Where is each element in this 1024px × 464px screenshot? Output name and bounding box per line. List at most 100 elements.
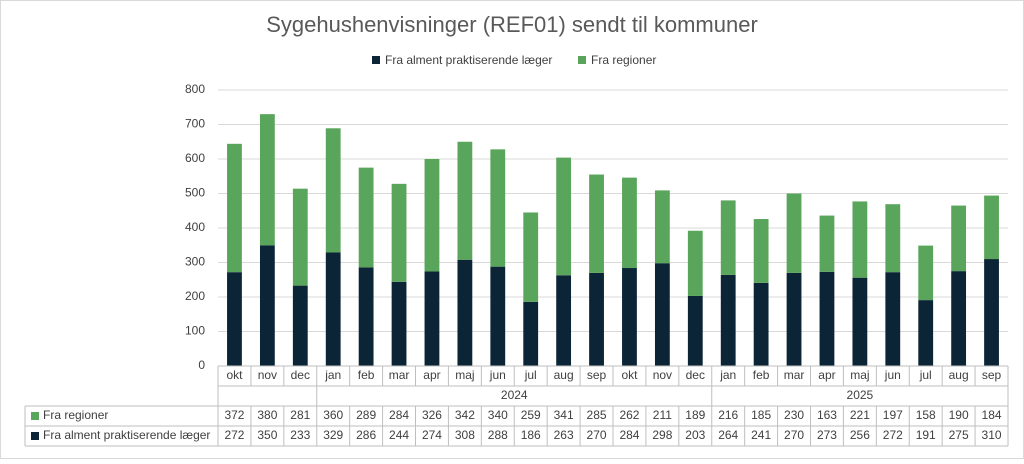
x-tick-label: dec	[686, 368, 705, 382]
x-tick-label: okt	[226, 368, 243, 382]
bar	[325, 252, 341, 366]
legend-swatch	[372, 56, 380, 64]
bar	[852, 201, 868, 278]
bar	[457, 259, 473, 366]
x-tick-label: apr	[423, 368, 440, 382]
table-value: 275	[949, 428, 969, 442]
table-value: 284	[389, 408, 409, 422]
bar	[984, 195, 999, 260]
table-value: 289	[356, 408, 376, 422]
bar	[786, 193, 802, 273]
x-tick-label: nov	[653, 368, 672, 382]
table-value: 360	[323, 408, 343, 422]
bar	[457, 141, 473, 260]
y-tick-label: 200	[185, 289, 205, 303]
bar	[951, 271, 967, 366]
table-value: 163	[817, 408, 837, 422]
table-value: 185	[751, 408, 771, 422]
bar	[391, 183, 407, 282]
x-tick-label: nov	[258, 368, 277, 382]
table-value: 272	[224, 428, 244, 442]
bar	[556, 275, 572, 366]
bar	[654, 190, 670, 264]
x-tick-label: feb	[358, 368, 375, 382]
bar	[687, 230, 703, 296]
table-value: 230	[784, 408, 804, 422]
x-tick-label: jul	[919, 368, 932, 382]
bar	[227, 272, 242, 366]
bar	[687, 295, 703, 366]
x-tick-label: jun	[489, 368, 506, 382]
bar	[720, 200, 736, 275]
bar	[259, 245, 275, 366]
x-tick-label: apr	[818, 368, 835, 382]
x-tick-label: sep	[587, 368, 607, 382]
table-value: 380	[257, 408, 277, 422]
x-tick-label: jan	[324, 368, 341, 382]
table-value: 190	[949, 408, 969, 422]
table-value: 284	[619, 428, 639, 442]
bar	[259, 114, 275, 246]
table-value: 288	[488, 428, 508, 442]
table-value: 233	[290, 428, 310, 442]
bar	[720, 274, 736, 366]
bar	[654, 263, 670, 366]
x-tick-label: maj	[455, 368, 474, 382]
table-value: 241	[751, 428, 771, 442]
bar	[622, 177, 637, 269]
table-value: 259	[521, 408, 541, 422]
bar	[424, 271, 440, 366]
bar	[358, 167, 374, 268]
bar	[918, 245, 934, 301]
bar	[753, 219, 769, 283]
bar	[885, 272, 901, 366]
bar	[556, 157, 572, 276]
table-value: 244	[389, 428, 409, 442]
table-value: 308	[455, 428, 475, 442]
bar	[325, 128, 341, 253]
bar	[951, 205, 967, 272]
legend-swatch	[31, 432, 39, 440]
group-label: 2025	[847, 388, 874, 402]
table-value: 273	[817, 428, 837, 442]
table-value: 191	[916, 428, 936, 442]
bar	[885, 204, 901, 273]
bar	[918, 300, 934, 366]
legend-label: Fra alment praktiserende læger	[385, 53, 552, 67]
x-tick-label: mar	[784, 368, 805, 382]
x-tick-label: jun	[884, 368, 901, 382]
legend-label: Fra regioner	[591, 53, 656, 67]
bar	[523, 301, 539, 366]
table-value: 184	[982, 408, 1002, 422]
bar	[589, 174, 604, 273]
y-tick-label: 400	[185, 220, 205, 234]
y-tick-label: 0	[198, 358, 205, 372]
table-value: 326	[422, 408, 442, 422]
table-value: 372	[224, 408, 244, 422]
legend-swatch	[31, 412, 39, 420]
table-value: 341	[554, 408, 574, 422]
table-row-label: Fra regioner	[43, 408, 108, 422]
table-value: 286	[356, 428, 376, 442]
bar	[819, 215, 835, 272]
table-value: 274	[422, 428, 442, 442]
bar	[292, 285, 308, 366]
table-value: 197	[883, 408, 903, 422]
bar	[358, 267, 374, 366]
table-value: 270	[587, 428, 607, 442]
chart-title: Sygehushenvisninger (REF01) sendt til ko…	[266, 12, 758, 37]
y-tick-label: 700	[185, 117, 205, 131]
table-value: 203	[685, 428, 705, 442]
bar	[292, 188, 308, 286]
bar	[753, 282, 769, 366]
bar	[424, 159, 440, 272]
table-value: 189	[685, 408, 705, 422]
table-value: 158	[916, 408, 936, 422]
bar	[852, 277, 868, 366]
bar	[589, 272, 604, 366]
x-tick-label: aug	[949, 368, 969, 382]
table-value: 340	[488, 408, 508, 422]
bar	[523, 212, 539, 302]
x-tick-label: feb	[753, 368, 770, 382]
